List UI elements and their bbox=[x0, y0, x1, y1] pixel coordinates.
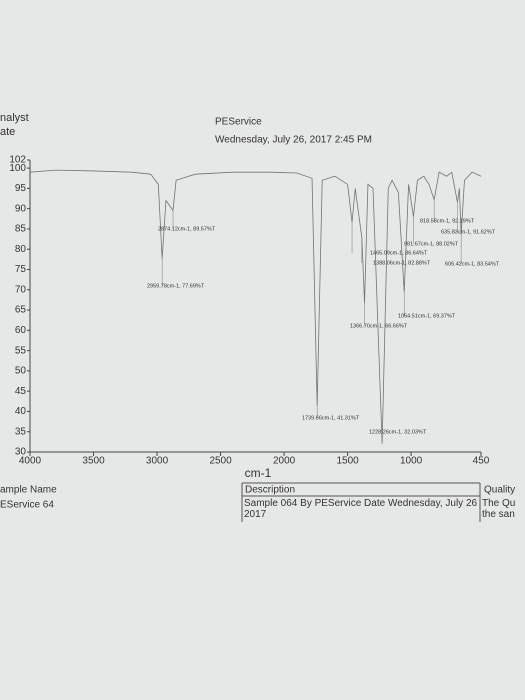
spectrum-line bbox=[29, 169, 482, 444]
annotation: 635.83cm-1, 91.62%T bbox=[441, 229, 496, 235]
y-tick-label: 45 bbox=[15, 386, 27, 397]
table-cell: EService 64 bbox=[0, 500, 54, 511]
y-tick-label: 40 bbox=[15, 406, 27, 417]
table-header: Quality bbox=[484, 485, 515, 496]
header-left: ate bbox=[0, 126, 15, 138]
x-tick-label: 1000 bbox=[400, 456, 423, 467]
y-tick-label: 95 bbox=[15, 183, 27, 194]
x-tick-label: 3000 bbox=[146, 456, 169, 467]
y-tick-label: 85 bbox=[15, 224, 27, 235]
y-tick-label: 60 bbox=[15, 325, 27, 336]
annotation: 606.42cm-1, 83.54%T bbox=[445, 261, 500, 267]
annotation: 1366.70cm-1, 66.66%T bbox=[350, 323, 408, 329]
y-tick-label: 100 bbox=[9, 163, 26, 174]
y-tick-label: 55 bbox=[15, 345, 27, 356]
table-cell: The Qu the san bbox=[482, 498, 516, 520]
y-tick-label: 80 bbox=[15, 244, 27, 255]
header-left: nalyst bbox=[0, 112, 29, 124]
y-tick-label: 75 bbox=[15, 264, 27, 275]
annotation: 1054.51cm-1, 69.37%T bbox=[398, 313, 456, 319]
table-cell-box: Sample 064 By PEService Date Wednesday, … bbox=[244, 498, 478, 520]
y-tick-label: 102 bbox=[9, 155, 26, 166]
annotation: 1228.26cm-1, 32.03%T bbox=[369, 429, 427, 435]
y-tick-label: 30 bbox=[15, 447, 27, 458]
x-tick-label: 450 bbox=[473, 456, 490, 467]
annotation: 1465.09cm-1, 86.64%T bbox=[370, 250, 428, 256]
annotation: 2959.78cm-1, 77.69%T bbox=[147, 283, 205, 289]
x-tick-label: 1500 bbox=[336, 456, 359, 467]
annotation: 2874.12cm-1, 89.57%T bbox=[158, 226, 216, 232]
date: Wednesday, July 26, 2017 2:45 PM bbox=[215, 135, 372, 146]
service: PEService bbox=[215, 117, 262, 128]
y-tick-label: 70 bbox=[15, 284, 27, 295]
y-tick-label: 50 bbox=[15, 366, 27, 377]
table-cell: Sample 064 By PEService Date Wednesday, … bbox=[244, 498, 478, 520]
y-tick-label: 35 bbox=[15, 426, 27, 437]
y-tick-label: 65 bbox=[15, 305, 27, 316]
x-tick-label: 2000 bbox=[273, 456, 296, 467]
table-header: ample Name bbox=[0, 485, 57, 496]
x-tick-label: 3500 bbox=[82, 456, 105, 467]
x-axis-label: cm-1 bbox=[245, 466, 272, 480]
annotation: 1739.66cm-1, 41.31%T bbox=[302, 415, 360, 421]
table-header: Description bbox=[245, 485, 295, 496]
x-tick-label: 4000 bbox=[19, 456, 42, 467]
annotation: 818.58cm-1, 92.19%T bbox=[420, 218, 475, 224]
y-tick-label: 90 bbox=[15, 203, 27, 214]
table-cell-box: The Qu the san bbox=[482, 498, 516, 520]
annotation: 981.67cm-1, 88.02%T bbox=[404, 241, 459, 247]
annotation: 1388.06cm-1, 82.88%T bbox=[373, 260, 431, 266]
x-tick-label: 2500 bbox=[209, 456, 232, 467]
